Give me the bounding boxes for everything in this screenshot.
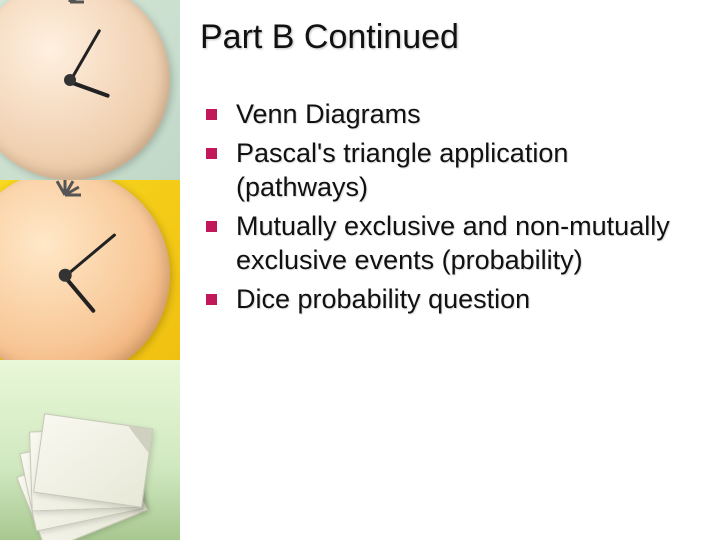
slide-title: Part B Continued	[200, 18, 700, 57]
paper-stack-icon	[20, 420, 170, 540]
sidebar-tile-clock-green	[0, 0, 180, 180]
sidebar-tile-papers	[0, 360, 180, 540]
bullet-list: Venn Diagrams Pascal's triangle applicat…	[200, 97, 700, 316]
list-item: Pascal's triangle application (pathways)	[228, 136, 700, 205]
list-item: Dice probability question	[228, 282, 700, 317]
clock-icon	[0, 180, 170, 360]
list-item: Mutually exclusive and non-mutually excl…	[228, 209, 700, 278]
list-item: Venn Diagrams	[228, 97, 700, 132]
sidebar-tile-clock-yellow	[0, 180, 180, 360]
decorative-sidebar	[0, 0, 180, 540]
slide-content: Part B Continued Venn Diagrams Pascal's …	[200, 18, 700, 320]
clock-icon	[0, 0, 170, 180]
